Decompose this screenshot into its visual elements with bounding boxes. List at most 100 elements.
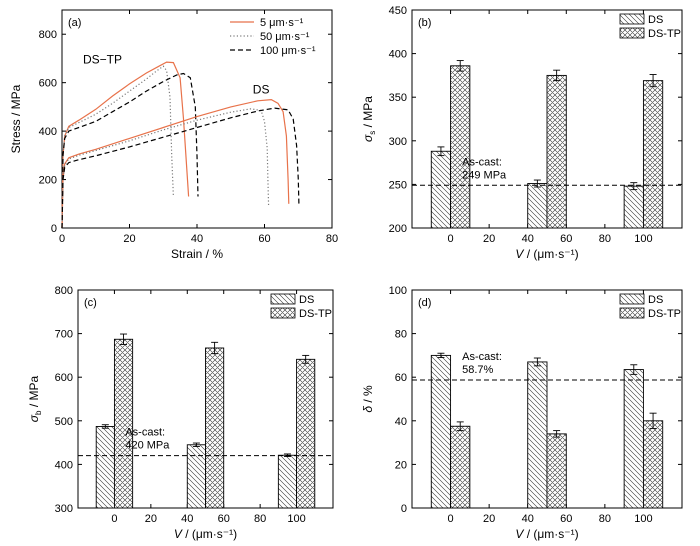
y-tick-label: 0: [51, 223, 57, 235]
y-tick-label: 350: [389, 92, 407, 104]
y-tick-label: 0: [401, 503, 407, 515]
y-axis-label: σb / MPa: [27, 375, 43, 422]
x-tick-label: 20: [483, 513, 495, 525]
bar-ds-50: [527, 361, 548, 509]
y-axis-label: δ / %: [361, 385, 375, 413]
bar-ds-0: [95, 426, 115, 509]
x-tick-label: 0: [448, 513, 454, 525]
legend-entry: DS-TP: [648, 28, 681, 40]
x-axis-label: V / (μm·s⁻¹): [174, 527, 237, 541]
x-tick-label: 100: [634, 233, 652, 245]
x-tick-label: 100: [287, 513, 305, 525]
bar-ds-0: [430, 354, 452, 509]
x-tick-label: 60: [258, 233, 270, 245]
y-tick-label: 200: [389, 223, 407, 235]
panel-label: (b): [418, 17, 431, 29]
x-tick-label: 80: [599, 513, 611, 525]
x-tick-label: 80: [599, 233, 611, 245]
as-cast-label: As-cast:: [462, 351, 502, 363]
y-tick-label: 600: [55, 372, 73, 384]
y-tick-label: 40: [395, 416, 407, 428]
legend-swatch: [619, 293, 645, 305]
curve-annotation: DS−TP: [83, 52, 122, 66]
as-cast-value: 420 MPa: [125, 440, 170, 452]
curve-ds-100: [61, 107, 300, 229]
curve-ds-tp-5: [61, 61, 190, 229]
as-cast-label: As-cast:: [125, 427, 165, 439]
legend-entry: DS-TP: [299, 308, 332, 320]
x-tick-label: 80: [254, 513, 266, 525]
y-tick-label: 300: [55, 503, 73, 515]
x-tick-label: 60: [560, 513, 572, 525]
legend-entry: 100 μm·s⁻¹: [260, 45, 316, 57]
legend-swatch: [619, 27, 645, 39]
bar-ds-tp-100: [642, 420, 664, 509]
legend-swatch: [619, 307, 645, 319]
x-tick-label: 0: [448, 233, 454, 245]
y-tick-label: 500: [55, 416, 73, 428]
x-axis-label: Strain / %: [171, 247, 223, 261]
y-tick-label: 100: [389, 285, 407, 297]
x-tick-label: 0: [59, 233, 65, 245]
y-tick-label: 800: [39, 29, 57, 41]
x-tick-label: 0: [111, 513, 117, 525]
curve-ds-tp-50: [61, 65, 174, 229]
bar-ds-tp-50: [546, 433, 567, 509]
y-tick-label: 60: [395, 372, 407, 384]
bar-ds-100: [623, 185, 644, 229]
x-tick-label: 20: [145, 513, 157, 525]
x-tick-label: 40: [191, 233, 203, 245]
x-tick-label: 20: [483, 233, 495, 245]
panel-label: (c): [84, 297, 97, 309]
bar-ds-100: [623, 369, 644, 509]
y-tick-label: 400: [389, 49, 407, 61]
x-axis-label: V / (μm·s⁻¹): [515, 527, 578, 541]
bar-ds-100: [277, 454, 298, 509]
y-tick-label: 800: [55, 285, 73, 297]
x-tick-label: 40: [522, 233, 534, 245]
curve-ds-5: [61, 98, 290, 229]
x-tick-label: 20: [123, 233, 135, 245]
y-tick-label: 400: [39, 126, 57, 138]
curve-annotation: DS: [253, 83, 270, 97]
panel-c: 0 20 40 60 80 100 300 400 500 600 700 800 (c) As-cast…: [27, 285, 334, 541]
panel-d: 0 20 40 60 80 100 0 20 40 60 80 100 (d) As-cast:58.7%…: [361, 285, 683, 541]
x-axis-label: V / (μm·s⁻¹): [515, 247, 578, 261]
legend-entry: DS: [648, 294, 663, 306]
legend-entry: 5 μm·s⁻¹: [260, 17, 304, 29]
curve-ds-tp-100: [61, 72, 199, 229]
bar-ds-tp-100: [642, 80, 664, 229]
as-cast-value: 249 MPa: [462, 169, 507, 181]
y-axis-label: Stress / MPa: [9, 84, 23, 153]
legend-entry: 50 μm·s⁻¹: [260, 31, 310, 43]
bar-ds-tp-0: [113, 338, 134, 509]
y-tick-label: 400: [55, 459, 73, 471]
x-tick-label: 60: [218, 513, 230, 525]
y-axis-label: σs / MPa: [361, 96, 377, 142]
y-tick-label: 450: [389, 5, 407, 17]
bar-ds-0: [430, 150, 452, 229]
legend-entry: DS: [299, 294, 314, 306]
x-tick-label: 40: [181, 513, 193, 525]
y-tick-label: 250: [389, 179, 407, 191]
as-cast-value: 58.7%: [462, 364, 493, 376]
legend-entry: DS-TP: [648, 308, 681, 320]
legend-swatch: [270, 307, 296, 319]
panel-label: (a): [68, 17, 81, 29]
bar-ds-tp-50: [205, 347, 225, 509]
as-cast-label: As-cast:: [462, 156, 502, 168]
x-tick-label: 100: [634, 513, 652, 525]
panel-label: (d): [418, 297, 431, 309]
legend-swatch: [619, 13, 645, 25]
bar-ds-tp-50: [546, 74, 567, 229]
y-tick-label: 300: [389, 136, 407, 148]
panel-b: 0 20 40 60 80 100 200 250 300 350 400 450 (b) As-cast…: [361, 5, 683, 261]
x-tick-label: 80: [326, 233, 338, 245]
legend-swatch: [270, 293, 296, 305]
bar-ds-tp-0: [450, 425, 471, 509]
y-tick-label: 80: [395, 329, 407, 341]
bar-ds-50: [527, 183, 548, 229]
bar-ds-tp-0: [450, 65, 471, 229]
y-tick-label: 600: [39, 78, 57, 90]
